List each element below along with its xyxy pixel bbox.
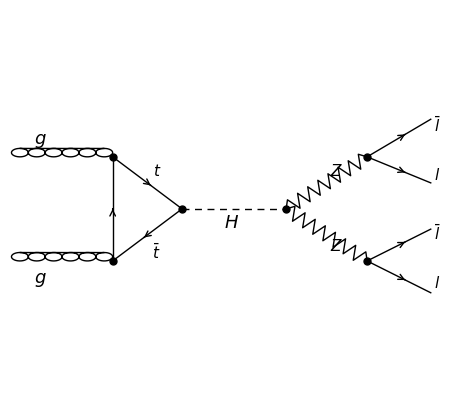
Text: $\bar{l}$: $\bar{l}$ xyxy=(434,115,440,135)
Text: $l$: $l$ xyxy=(434,167,440,183)
Text: Z: Z xyxy=(330,239,340,254)
Text: g: g xyxy=(35,131,46,148)
Text: Z: Z xyxy=(330,164,340,179)
Text: $l$: $l$ xyxy=(434,275,440,291)
Text: $\bar{t}$: $\bar{t}$ xyxy=(152,243,160,262)
Text: H: H xyxy=(225,214,238,232)
Text: $\bar{l}$: $\bar{l}$ xyxy=(434,224,440,243)
Text: g: g xyxy=(35,269,46,287)
Text: t: t xyxy=(153,164,159,179)
